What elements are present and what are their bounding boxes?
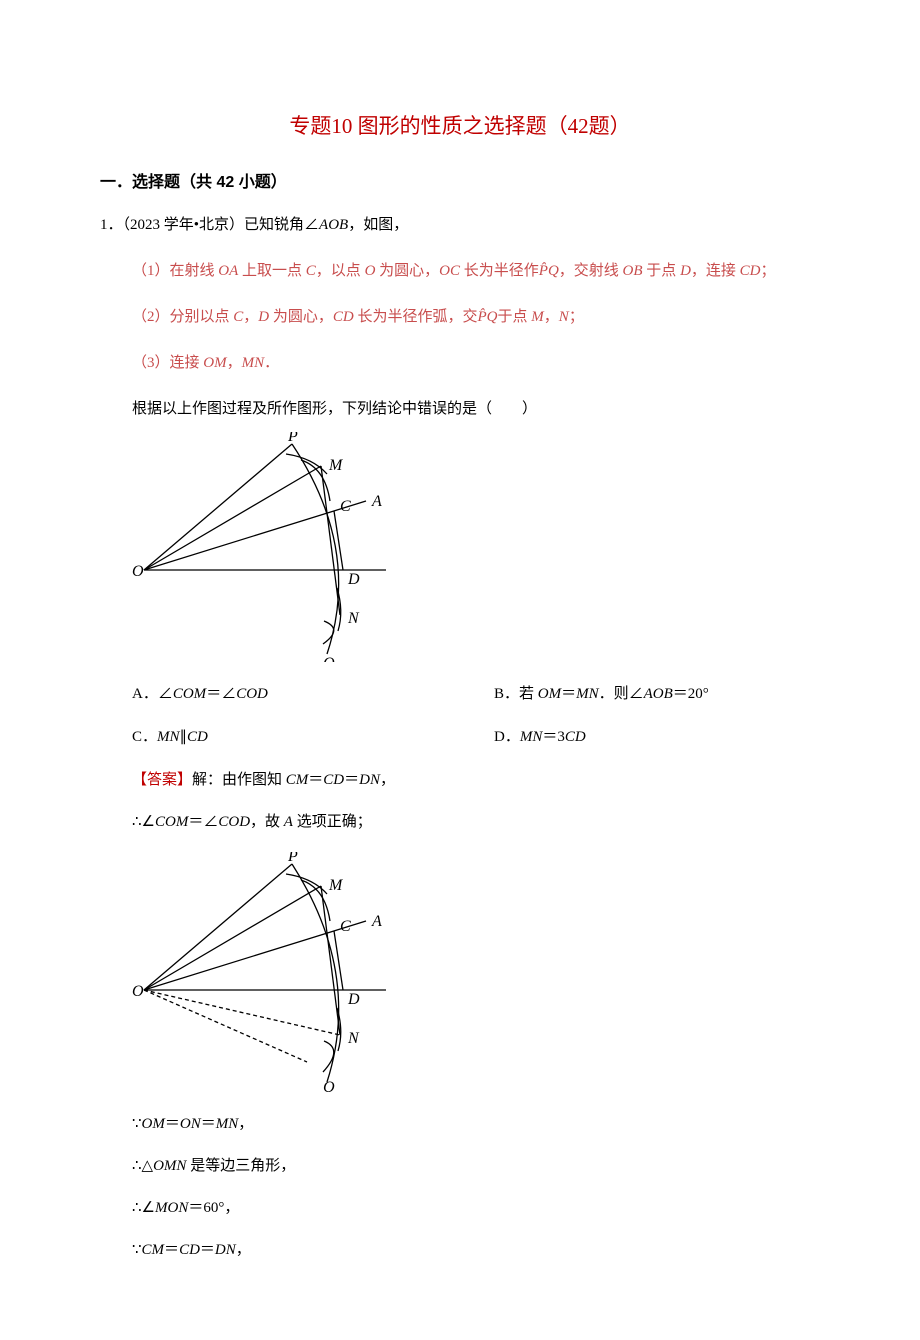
svg-text:N: N [347,610,360,627]
option-d: D．MN＝3CD [494,725,586,746]
step-2: （2）分别以点 C，D 为圆心，CD 长为半径作弧，交P̂Q于点 M，N； [132,305,820,329]
answer-line-1: 【答案】解：由作图知 CM＝CD＝DN， [132,768,820,792]
options-row-2: C．MN∥CD D．MN＝3CD [132,725,820,746]
answer-line-5: ∴∠MON＝60°， [132,1196,820,1220]
answer-label: 【答案】 [132,772,192,788]
svg-text:M: M [328,877,344,894]
svg-text:D: D [347,991,360,1008]
options-row-1: A．∠COM＝∠COD B．若 OM＝MN．则∠AOB＝20° [132,682,820,703]
svg-text:M: M [328,457,344,474]
svg-text:P: P [287,432,298,445]
figure-2: OPQMCADBN [132,852,820,1092]
svg-text:N: N [347,1030,360,1047]
q-source: （2023 学年•北京） [123,217,245,233]
svg-text:C: C [340,498,351,515]
svg-text:P: P [287,852,298,865]
svg-text:C: C [340,918,351,935]
svg-text:Q: Q [323,655,335,662]
svg-text:A: A [371,493,382,510]
svg-text:Q: Q [323,1079,335,1092]
svg-text:A: A [371,913,382,930]
answer-line-2: ∴∠COM＝∠COD，故 A 选项正确； [132,810,820,834]
option-b: B．若 OM＝MN．则∠AOB＝20° [494,682,709,703]
section-header: 一．选择题（共 42 小题） [100,168,820,192]
document-title: 专题10 图形的性质之选择题（42题） [100,110,820,140]
answer-line-3: ∵OM＝ON＝MN， [132,1112,820,1136]
answer-line-6: ∵CM＝CD＝DN， [132,1238,820,1262]
figure-1: OPQMCADBN [132,432,820,662]
option-a: A．∠COM＝∠COD [132,682,494,703]
answer-line-4: ∴△OMN 是等边三角形， [132,1154,820,1178]
step-3: （3）连接 OM，MN． [132,351,820,375]
svg-text:D: D [347,571,360,588]
step-1: （1）在射线 OA 上取一点 C，以点 O 为圆心，OC 长为半径作P̂Q，交射… [132,259,820,283]
svg-text:O: O [132,563,144,580]
svg-text:O: O [132,983,144,1000]
question-prompt: 根据以上作图过程及所作图形，下列结论中错误的是（ ） [132,397,820,418]
q-number: 1． [100,217,123,233]
option-c: C．MN∥CD [132,725,494,746]
question-stem: 1．（2023 学年•北京）已知锐角∠AOB，如图， [100,214,820,237]
q-text: 已知锐角∠AOB，如图， [244,217,408,233]
